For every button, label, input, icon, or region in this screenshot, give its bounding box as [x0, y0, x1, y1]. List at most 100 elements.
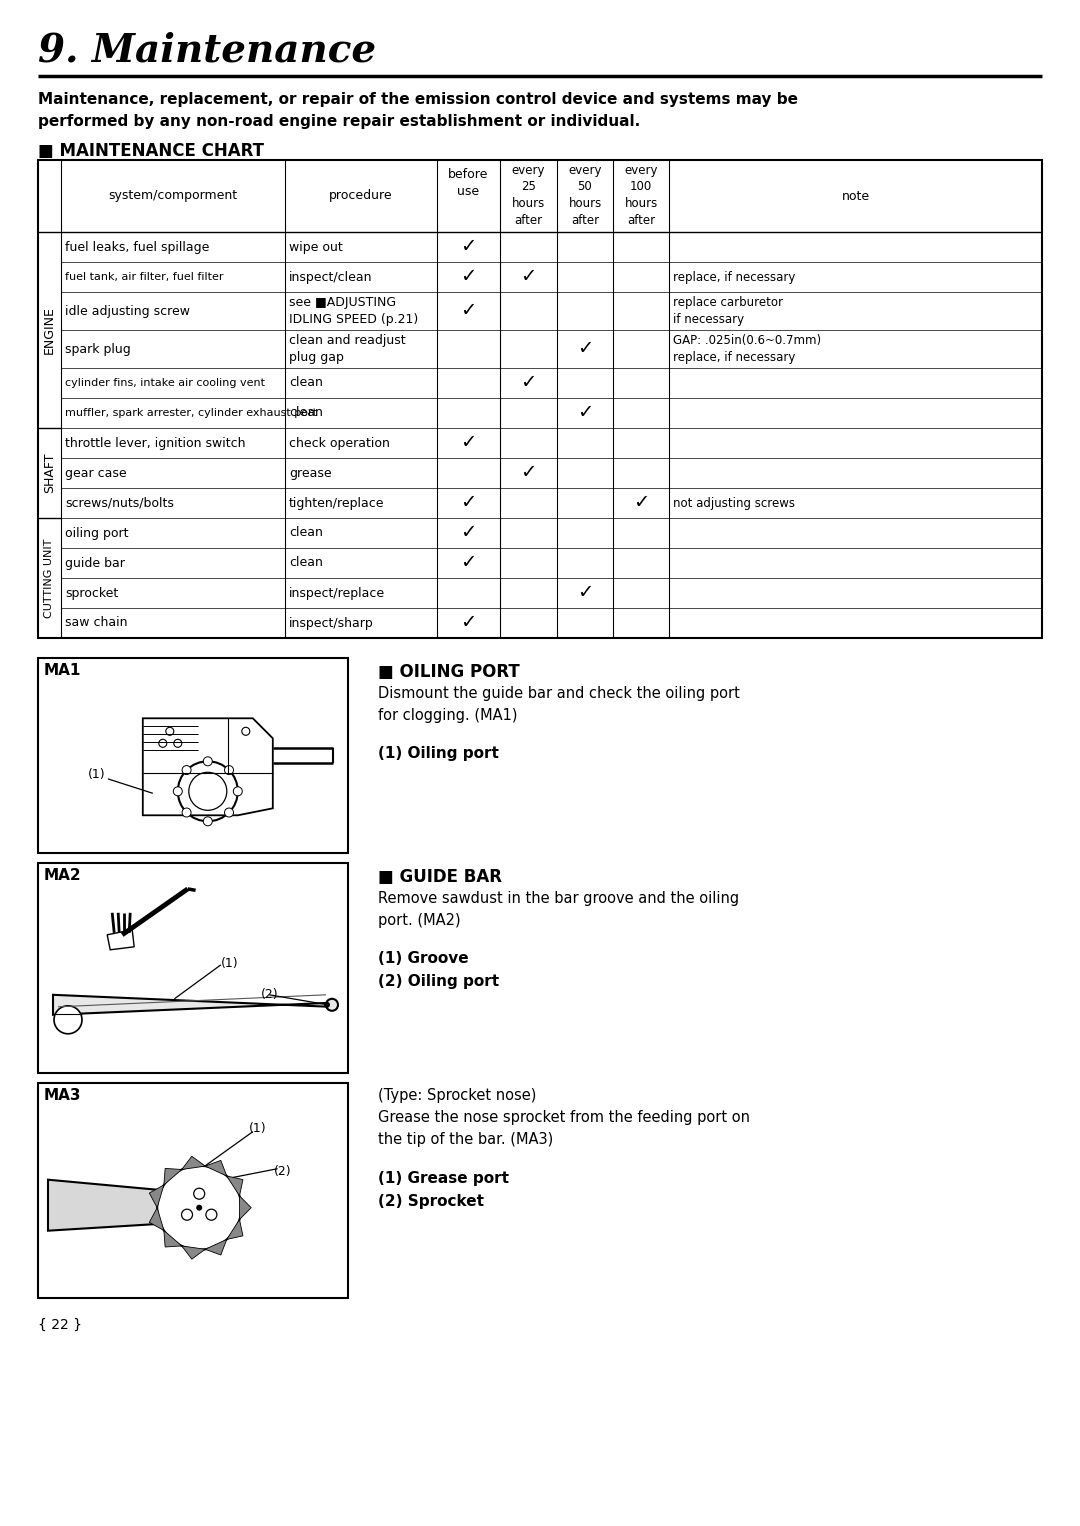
Text: (2): (2)	[261, 989, 279, 1001]
Text: (Type: Sprocket nose): (Type: Sprocket nose)	[378, 1088, 537, 1103]
Polygon shape	[205, 1239, 227, 1254]
Text: clean: clean	[289, 377, 323, 389]
Text: ✓: ✓	[577, 583, 593, 603]
Text: replace carburetor
if necessary: replace carburetor if necessary	[673, 296, 783, 327]
Polygon shape	[53, 995, 330, 1015]
Text: check operation: check operation	[289, 436, 390, 450]
Text: sprocket: sprocket	[65, 586, 118, 600]
Polygon shape	[164, 1169, 181, 1186]
Text: wipe out: wipe out	[289, 241, 342, 253]
Text: ■ GUIDE BAR: ■ GUIDE BAR	[378, 868, 502, 887]
Text: clean: clean	[289, 557, 323, 569]
Text: ✓: ✓	[521, 464, 537, 482]
Text: note: note	[841, 189, 869, 203]
Text: MA3: MA3	[44, 1088, 81, 1103]
Text: spark plug: spark plug	[65, 342, 131, 356]
Text: Grease the nose sprocket from the feeding port on
the tip of the bar. (MA3): Grease the nose sprocket from the feedin…	[378, 1109, 750, 1148]
Text: (1): (1)	[221, 957, 239, 971]
Polygon shape	[205, 1160, 227, 1177]
Text: replace, if necessary: replace, if necessary	[673, 270, 795, 284]
Text: ✓: ✓	[577, 339, 593, 359]
Bar	[38, 160, 1042, 638]
Circle shape	[324, 1001, 330, 1007]
Text: ✓: ✓	[633, 493, 649, 513]
Text: (1): (1)	[248, 1122, 267, 1135]
Text: tighten/replace: tighten/replace	[289, 496, 384, 510]
Text: not adjusting screws: not adjusting screws	[673, 496, 795, 510]
Text: ✓: ✓	[460, 267, 476, 287]
Text: Remove sawdust in the bar groove and the oiling
port. (MA2): Remove sawdust in the bar groove and the…	[378, 891, 739, 928]
Text: (1) Groove
(2) Oiling port: (1) Groove (2) Oiling port	[378, 951, 499, 989]
Circle shape	[225, 807, 233, 816]
Text: clean and readjust
plug gap: clean and readjust plug gap	[289, 334, 406, 365]
Text: ✓: ✓	[460, 433, 476, 453]
Text: CUTTING UNIT: CUTTING UNIT	[44, 539, 54, 618]
Text: every
50
hours
after: every 50 hours after	[568, 163, 602, 226]
Text: ✓: ✓	[521, 374, 537, 392]
Text: screws/nuts/bolts: screws/nuts/bolts	[65, 496, 174, 510]
Polygon shape	[240, 1196, 252, 1219]
Text: ✓: ✓	[460, 238, 476, 256]
Circle shape	[197, 1204, 202, 1210]
Circle shape	[183, 766, 191, 775]
Text: ✓: ✓	[460, 613, 476, 632]
Text: Dismount the guide bar and check the oiling port
for clogging. (MA1): Dismount the guide bar and check the oil…	[378, 687, 740, 723]
Text: muffler, spark arrester, cylinder exhaust port: muffler, spark arrester, cylinder exhaus…	[65, 407, 318, 418]
Text: ✓: ✓	[460, 302, 476, 320]
Circle shape	[183, 807, 191, 816]
Text: MA2: MA2	[44, 868, 82, 884]
Text: throttle lever, ignition switch: throttle lever, ignition switch	[65, 436, 245, 450]
Text: gear case: gear case	[65, 467, 126, 479]
Text: clean: clean	[289, 406, 323, 420]
Text: saw chain: saw chain	[65, 617, 127, 630]
Circle shape	[225, 766, 233, 775]
Text: ✓: ✓	[460, 523, 476, 543]
Text: (1) Grease port
(2) Sprocket: (1) Grease port (2) Sprocket	[378, 1170, 509, 1210]
Bar	[38, 864, 348, 1073]
Text: oiling port: oiling port	[65, 526, 129, 540]
Text: MA1: MA1	[44, 662, 81, 678]
Text: (1): (1)	[87, 769, 106, 781]
Text: ✓: ✓	[460, 554, 476, 572]
Text: every
25
hours
after: every 25 hours after	[512, 163, 545, 226]
Polygon shape	[181, 1245, 205, 1259]
Text: fuel leaks, fuel spillage: fuel leaks, fuel spillage	[65, 241, 210, 253]
Bar	[38, 1083, 348, 1299]
Text: { 22 }: { 22 }	[38, 1318, 82, 1332]
Text: fuel tank, air filter, fuel filter: fuel tank, air filter, fuel filter	[65, 272, 224, 282]
Text: (2): (2)	[273, 1164, 292, 1178]
Text: Maintenance, replacement, or repair of the emission control device and systems m: Maintenance, replacement, or repair of t…	[38, 92, 798, 107]
Polygon shape	[149, 1186, 164, 1207]
Polygon shape	[149, 1207, 164, 1230]
Circle shape	[203, 816, 213, 826]
Polygon shape	[107, 929, 134, 949]
Text: ■ OILING PORT: ■ OILING PORT	[378, 662, 519, 681]
Polygon shape	[227, 1177, 243, 1196]
Circle shape	[233, 787, 242, 795]
Text: cylinder fins, intake air cooling vent: cylinder fins, intake air cooling vent	[65, 378, 265, 388]
Text: idle adjusting screw: idle adjusting screw	[65, 305, 190, 317]
Text: inspect/clean: inspect/clean	[289, 270, 373, 284]
Circle shape	[203, 757, 213, 766]
Text: ✓: ✓	[577, 403, 593, 423]
Text: system/comporment: system/comporment	[108, 189, 238, 203]
Text: inspect/sharp: inspect/sharp	[289, 617, 374, 630]
Text: SHAFT: SHAFT	[43, 453, 56, 493]
Text: 9. Maintenance: 9. Maintenance	[38, 32, 376, 70]
Circle shape	[173, 787, 183, 795]
Polygon shape	[181, 1157, 205, 1169]
Text: GAP: .025in(0.6~0.7mm)
replace, if necessary: GAP: .025in(0.6~0.7mm) replace, if neces…	[673, 334, 821, 365]
Polygon shape	[227, 1219, 243, 1239]
Text: procedure: procedure	[329, 189, 393, 203]
Text: inspect/replace: inspect/replace	[289, 586, 386, 600]
Text: performed by any non-road engine repair establishment or individual.: performed by any non-road engine repair …	[38, 114, 640, 130]
Text: grease: grease	[289, 467, 332, 479]
Circle shape	[54, 1006, 82, 1033]
Circle shape	[158, 1166, 241, 1250]
Text: ✓: ✓	[521, 267, 537, 287]
Text: see ■ADJUSTING
IDLING SPEED (p.21): see ■ADJUSTING IDLING SPEED (p.21)	[289, 296, 418, 327]
Text: guide bar: guide bar	[65, 557, 125, 569]
Text: ✓: ✓	[460, 493, 476, 513]
Text: every
100
hours
after: every 100 hours after	[624, 163, 658, 226]
Text: (1) Oiling port: (1) Oiling port	[378, 746, 499, 761]
